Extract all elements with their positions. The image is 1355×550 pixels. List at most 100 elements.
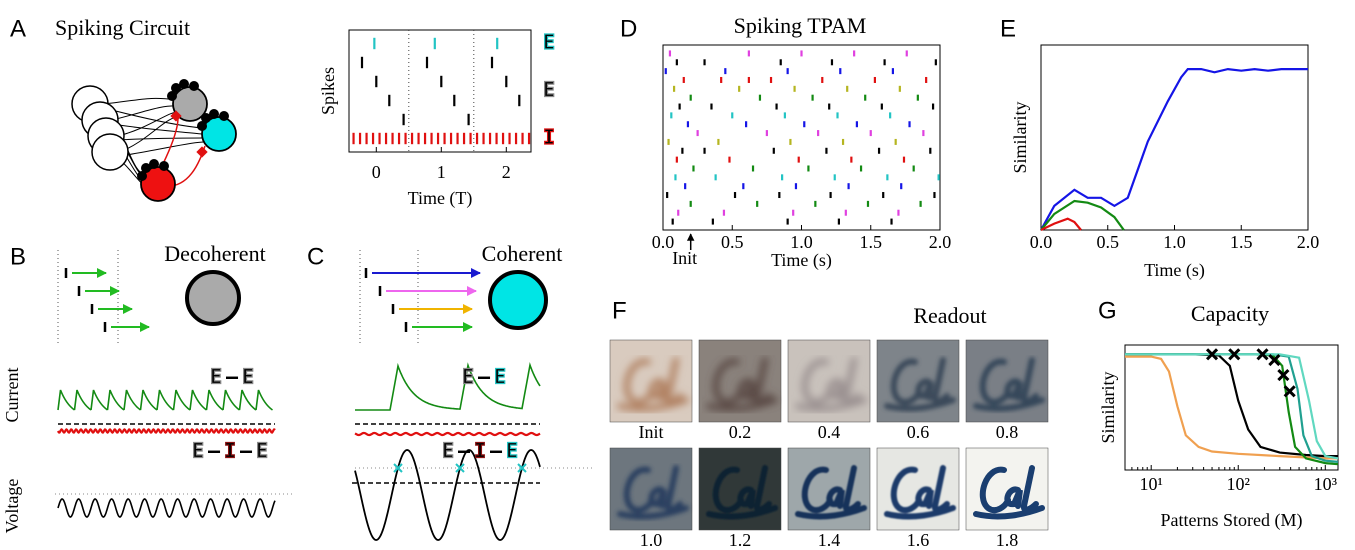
series-line bbox=[1040, 199, 1125, 231]
threshold-crossing bbox=[393, 463, 403, 473]
connection-label: E bbox=[506, 439, 518, 463]
voltage-label: Voltage bbox=[2, 479, 22, 534]
readout-label: 1.8 bbox=[996, 530, 1019, 550]
x-tick-label: 1 bbox=[437, 162, 446, 182]
x-tick-label: 0.0 bbox=[652, 232, 675, 252]
y-axis-label: Similarity bbox=[1010, 102, 1030, 174]
voltage-trace bbox=[57, 498, 276, 518]
readout-label: 0.8 bbox=[996, 422, 1019, 442]
connection-label: – bbox=[458, 439, 471, 463]
legend-label: E bbox=[543, 78, 555, 102]
panel-letter: F bbox=[612, 297, 627, 324]
x-axis-label: Time (T) bbox=[408, 188, 473, 209]
annotation-label: Init bbox=[672, 248, 697, 268]
x-tick-label: 2 bbox=[502, 162, 511, 182]
panel-letter: C bbox=[307, 243, 324, 270]
readout-label: 1.4 bbox=[818, 530, 841, 550]
circuit-diagram bbox=[71, 79, 237, 202]
threshold-crossing bbox=[455, 463, 465, 473]
panel-letter: E bbox=[1000, 15, 1016, 42]
connection-label: – bbox=[490, 439, 503, 463]
readout-label: 0.6 bbox=[907, 422, 930, 442]
x-axis-label: Time (s) bbox=[771, 250, 832, 271]
connection-label: E bbox=[494, 365, 506, 389]
x-tick-label: 0.0 bbox=[1030, 232, 1053, 252]
panel-title: Spiking TPAM bbox=[734, 13, 867, 38]
x-tick-label: 1.5 bbox=[860, 232, 883, 252]
readout-glyph bbox=[617, 465, 689, 520]
connection-label: I bbox=[474, 439, 486, 463]
legend-label: E bbox=[543, 30, 555, 54]
inhibitory-current-trace bbox=[354, 431, 541, 437]
panel-title: Decoherent bbox=[164, 241, 265, 266]
readout-glyph bbox=[706, 357, 778, 412]
threshold-crossing bbox=[517, 463, 527, 473]
readout-glyph bbox=[884, 357, 956, 412]
readout-glyph bbox=[706, 465, 778, 520]
plot-frame bbox=[662, 44, 941, 231]
readout-glyph bbox=[973, 465, 1045, 520]
x-tick-label: 2.0 bbox=[1297, 232, 1320, 252]
connection-label: E bbox=[242, 365, 254, 389]
x-tick-label: 1.5 bbox=[1230, 232, 1253, 252]
decoherent-diagram bbox=[55, 250, 292, 495]
series-line bbox=[1040, 67, 1308, 231]
capacity-marker bbox=[1277, 369, 1290, 382]
panel-letter: B bbox=[10, 243, 26, 270]
capacity-marker bbox=[1268, 353, 1281, 367]
x-tick-label: 1.0 bbox=[1163, 232, 1186, 252]
panel-title: Capacity bbox=[1191, 301, 1269, 326]
plot-frame bbox=[348, 29, 532, 153]
series-line bbox=[1125, 355, 1338, 460]
y-axis-label: Spikes bbox=[318, 67, 338, 115]
connection-label: – bbox=[226, 365, 239, 389]
connection-label: E bbox=[210, 365, 222, 389]
inhibitory-current-trace bbox=[57, 428, 276, 434]
readout-glyph bbox=[973, 357, 1045, 412]
panel-title: Readout bbox=[913, 303, 986, 328]
panel-letter: D bbox=[620, 15, 637, 42]
readout-label: 1.0 bbox=[640, 530, 663, 550]
capacity-marker bbox=[1228, 348, 1241, 361]
panel-letter: G bbox=[1098, 297, 1117, 324]
connection-label: E bbox=[256, 439, 268, 463]
connection-label: I bbox=[224, 439, 236, 463]
connection-label: – bbox=[478, 365, 491, 389]
readout-glyph bbox=[884, 465, 956, 520]
readout-glyph bbox=[617, 357, 689, 412]
x-tick-label: 2.0 bbox=[929, 232, 952, 252]
x-tick-label: 10² bbox=[1227, 474, 1250, 494]
y-axis-label: Similarity bbox=[1098, 372, 1118, 444]
readout-label: Init bbox=[639, 422, 664, 442]
plot-frame bbox=[1124, 344, 1339, 471]
x-tick-label: 10³ bbox=[1314, 474, 1338, 494]
capacity-marker bbox=[1283, 385, 1296, 398]
x-tick-label: 0 bbox=[372, 162, 381, 182]
panel-title: Coherent bbox=[482, 241, 563, 266]
coherent-diagram bbox=[352, 250, 592, 484]
connection-label: E bbox=[442, 439, 454, 463]
x-axis-label: Patterns Stored (M) bbox=[1161, 510, 1303, 531]
readout-label: 1.6 bbox=[907, 530, 930, 550]
series-line bbox=[1040, 217, 1082, 231]
connection-label: – bbox=[240, 439, 253, 463]
connection-label: – bbox=[208, 439, 221, 463]
legend-label: I bbox=[543, 125, 555, 149]
current-label: Current bbox=[2, 368, 22, 423]
readout-glyph bbox=[795, 465, 867, 520]
capacity-marker bbox=[1205, 348, 1219, 361]
x-tick-label: 1.0 bbox=[790, 232, 813, 252]
x-tick-label: 0.5 bbox=[721, 232, 744, 252]
connection-label: E bbox=[192, 439, 204, 463]
connection-label: E bbox=[462, 365, 474, 389]
panel-letter: A bbox=[10, 15, 26, 42]
readout-label: 1.2 bbox=[729, 530, 752, 550]
series-line bbox=[1125, 353, 1339, 460]
current-trace bbox=[57, 389, 273, 411]
readout-label: 0.4 bbox=[818, 422, 841, 442]
readout-label: 0.2 bbox=[729, 422, 752, 442]
x-tick-label: 10¹ bbox=[1139, 474, 1162, 494]
panel-title: Spiking Circuit bbox=[55, 15, 190, 40]
capacity-marker bbox=[1256, 348, 1269, 361]
